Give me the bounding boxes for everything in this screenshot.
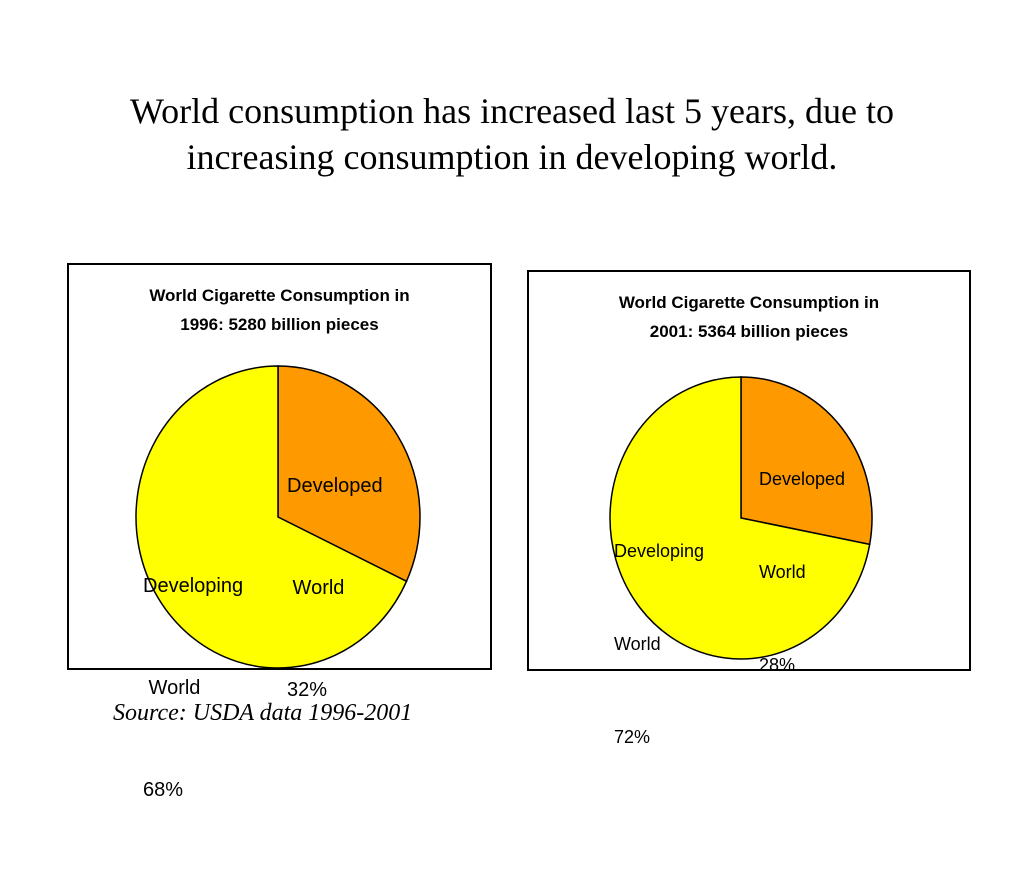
slice-label-line: World — [614, 634, 661, 654]
slice-label-line: 28% — [759, 655, 796, 675]
chart-title-line: 1996: 5280 billion pieces — [180, 315, 379, 334]
slice-label-developing: Developing World 72% — [614, 474, 704, 815]
slice-label-line: Developing — [143, 575, 244, 597]
slice-label-line: World — [143, 677, 201, 699]
slice-label-line: 68% — [143, 779, 184, 801]
slide-title-line: World consumption has increased last 5 y… — [130, 91, 894, 131]
slice-label-developed: Developed World 32% — [287, 401, 383, 775]
chart-title-line: 2001: 5364 billion pieces — [649, 322, 849, 341]
slice-label-developing: Developing World 68% — [143, 501, 243, 875]
pie-svg — [135, 365, 421, 669]
slice-label-line: Developed — [759, 469, 846, 489]
pie-chart-2001: World Cigarette Consumption in 2001: 536… — [527, 270, 971, 747]
slice-label-line: World — [759, 562, 806, 582]
pie-svg — [609, 376, 873, 660]
slide-title: World consumption has increased last 5 y… — [0, 88, 1024, 180]
slice-label-line: 72% — [614, 727, 651, 747]
slide-title-line: increasing consumption in developing wor… — [186, 137, 838, 177]
slice-label-line: Developed — [287, 475, 383, 497]
slice-label-line: 32% — [287, 679, 328, 701]
slice-label-line: Developing — [614, 541, 705, 561]
pie-slice-developing-world — [135, 365, 408, 669]
slice-label-line: World — [287, 577, 345, 599]
pie-slice-developing-world — [609, 376, 871, 660]
chart-title-line: World Cigarette Consumption in — [618, 293, 880, 312]
pie-slice-developed-world — [740, 376, 873, 546]
chart-title-line: World Cigarette Consumption in — [149, 286, 410, 305]
chart-title: World Cigarette Consumption in 2001: 536… — [529, 288, 969, 346]
slice-label-developed: Developed World 28% — [759, 402, 845, 743]
source-note: Source: USDA data 1996-2001 — [113, 700, 413, 726]
pie-chart-1996: World Cigarette Consumption in 1996: 528… — [67, 263, 492, 801]
chart-title: World Cigarette Consumption in 1996: 528… — [69, 281, 490, 339]
pie-slice-developed-world — [277, 365, 421, 583]
